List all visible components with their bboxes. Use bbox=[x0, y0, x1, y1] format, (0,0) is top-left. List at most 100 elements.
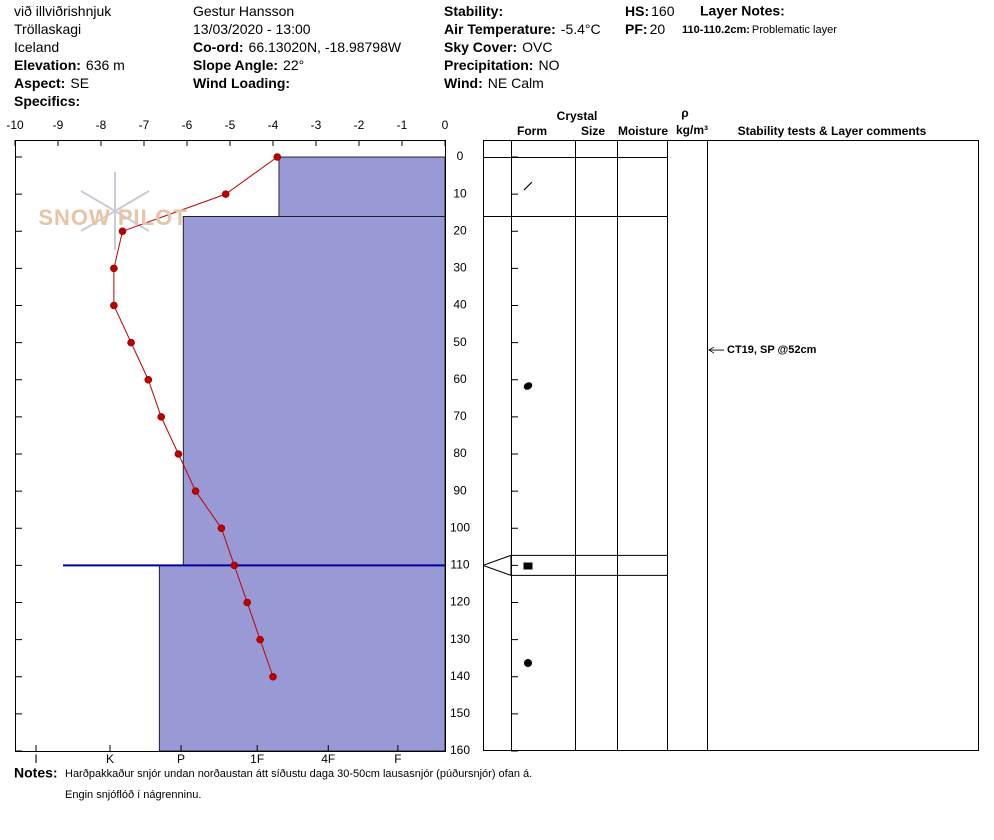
field-label: Sky Cover: bbox=[444, 39, 517, 55]
hardness-tick-label: 4F bbox=[321, 752, 335, 766]
layer-note: 110-110.2cm: Problematic layer bbox=[682, 24, 837, 36]
temperature-point bbox=[256, 635, 264, 644]
field-label: HS: bbox=[625, 3, 649, 19]
field-label: Specifics: bbox=[14, 93, 80, 109]
field: Wind: NE Calm bbox=[444, 75, 544, 91]
table-header: Size bbox=[581, 124, 605, 138]
logo-flake bbox=[80, 172, 150, 250]
hardness-layer bbox=[278, 156, 446, 217]
field-value: 636 m bbox=[86, 57, 125, 73]
layer-notes-label: Layer Notes: bbox=[700, 3, 785, 19]
field-value: SE bbox=[70, 75, 89, 91]
temperature-tick-label: -3 bbox=[311, 118, 322, 132]
hardness-tick-label: F bbox=[394, 752, 401, 766]
depth-tick-label: 120 bbox=[450, 595, 470, 609]
field: Iceland bbox=[14, 39, 59, 55]
comment-text: CT19, SP @52cm bbox=[727, 344, 817, 356]
field-label: PF: bbox=[625, 21, 648, 37]
field-label: Co-ord: bbox=[193, 39, 244, 55]
hardness-tick-label: 1F bbox=[250, 752, 264, 766]
field: PF: 20 bbox=[625, 21, 665, 37]
field: Slope Angle: 22° bbox=[193, 57, 304, 73]
field: Stability: bbox=[444, 3, 503, 19]
depth-tick-label: 70 bbox=[453, 409, 467, 423]
temperature-point bbox=[191, 487, 200, 495]
field-value: NE Calm bbox=[488, 75, 544, 91]
temperature-point bbox=[217, 524, 226, 533]
field-value: 20 bbox=[650, 21, 666, 37]
field: Sky Cover: OVC bbox=[444, 39, 553, 55]
temperature-tick-label: -1 bbox=[397, 118, 408, 132]
field-label: Elevation: bbox=[14, 57, 81, 73]
comment-arrow bbox=[708, 346, 724, 354]
grain-symbols bbox=[523, 181, 533, 667]
table-header: Stability tests & Layer comments bbox=[738, 124, 927, 138]
temperature-point bbox=[127, 338, 135, 347]
depth-tick-label: 0 bbox=[457, 149, 464, 163]
field-label: Stability: bbox=[444, 3, 503, 19]
depth-tick-label: 40 bbox=[453, 298, 467, 312]
table-header: Form bbox=[517, 124, 547, 138]
field-label: Precipitation: bbox=[444, 57, 533, 73]
depth-tick-label: 140 bbox=[450, 669, 470, 683]
field: 13/03/2020 - 13:00 bbox=[193, 21, 311, 37]
field-value: Tröllaskagi bbox=[14, 21, 81, 37]
field: Air Temperature: -5.4°C bbox=[444, 21, 601, 37]
table-header: Moisture bbox=[618, 124, 668, 138]
temperature-point bbox=[273, 153, 282, 161]
notes-label: Notes: bbox=[14, 765, 58, 781]
temperature-tick-label: -2 bbox=[354, 118, 365, 132]
field-value: 22° bbox=[283, 57, 304, 73]
depth-tick-label: 50 bbox=[453, 335, 467, 349]
field-value: Gestur Hansson bbox=[193, 3, 294, 19]
temperature-tick-label: -5 bbox=[225, 118, 236, 132]
temperature-tick-label: -7 bbox=[139, 118, 150, 132]
field-value: Iceland bbox=[14, 39, 59, 55]
field-label: Slope Angle: bbox=[193, 57, 278, 73]
temperature-point bbox=[118, 227, 127, 236]
notes-line: Engin snjóflóð í nágrenninu. bbox=[65, 789, 201, 801]
temperature-point bbox=[110, 264, 118, 273]
depth-tick-label: 80 bbox=[453, 446, 467, 460]
field: Precipitation: NO bbox=[444, 57, 560, 73]
table-frame bbox=[483, 140, 979, 751]
field-value: NO bbox=[538, 57, 559, 73]
temperature-point bbox=[269, 672, 277, 681]
field-value: -5.4°C bbox=[561, 21, 601, 37]
temperature-tick-label: -6 bbox=[182, 118, 193, 132]
field: Elevation: 636 m bbox=[14, 57, 125, 73]
field: Wind Loading: bbox=[193, 75, 290, 91]
temperature-tick-label: -4 bbox=[268, 118, 279, 132]
depth-tick-label: 60 bbox=[453, 372, 467, 386]
table-header: ρ bbox=[681, 106, 688, 120]
notes-line: Harðpakkaður snjór undan norðaustan átt … bbox=[65, 768, 532, 780]
field-label: Wind: bbox=[444, 75, 483, 91]
temperature-point bbox=[221, 190, 230, 198]
field: Co-ord: 66.13020N, -18.98798W bbox=[193, 39, 402, 55]
temperature-tick-label: 0 bbox=[442, 118, 449, 132]
layer-note-depth: 110-110.2cm: bbox=[682, 24, 750, 36]
table-header: Crystal bbox=[557, 109, 598, 123]
field-value: 13/03/2020 - 13:00 bbox=[193, 21, 311, 37]
depth-tick-label: 130 bbox=[450, 632, 470, 646]
temperature-point bbox=[144, 375, 153, 384]
field-value: við illviðrishnjuk bbox=[14, 3, 112, 19]
field: Aspect: SE bbox=[14, 75, 89, 91]
depth-tick-label: 20 bbox=[453, 223, 467, 237]
hardness-tick-label: K bbox=[106, 752, 114, 766]
depth-tick-label: 90 bbox=[453, 483, 467, 497]
watermark: SNOW PILOT bbox=[38, 205, 187, 230]
field: HS: 160 bbox=[625, 3, 675, 19]
layer-note-text: Problematic layer bbox=[752, 24, 837, 36]
hardness-layer bbox=[182, 215, 446, 566]
depth-tick-label: 10 bbox=[453, 186, 467, 200]
field-label: Air Temperature: bbox=[444, 21, 556, 37]
temperature-point bbox=[110, 301, 118, 310]
hardness-layer bbox=[158, 564, 446, 752]
depth-tick-label: 30 bbox=[453, 261, 467, 275]
hardness-tick-label: I bbox=[34, 752, 37, 766]
depth-tick-label: 160 bbox=[450, 743, 470, 757]
depth-tick-label: 110 bbox=[450, 558, 469, 572]
temperature-point bbox=[174, 450, 183, 458]
field-value: 66.13020N, -18.98798W bbox=[249, 39, 402, 55]
